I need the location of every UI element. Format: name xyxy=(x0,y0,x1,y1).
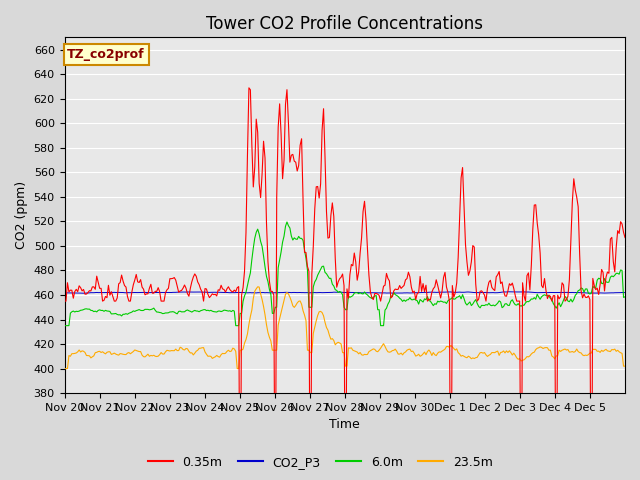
Text: TZ_co2prof: TZ_co2prof xyxy=(67,48,145,61)
Legend: 0.35m, CO2_P3, 6.0m, 23.5m: 0.35m, CO2_P3, 6.0m, 23.5m xyxy=(143,451,497,474)
X-axis label: Time: Time xyxy=(330,419,360,432)
Y-axis label: CO2 (ppm): CO2 (ppm) xyxy=(15,181,28,249)
Title: Tower CO2 Profile Concentrations: Tower CO2 Profile Concentrations xyxy=(206,15,483,33)
